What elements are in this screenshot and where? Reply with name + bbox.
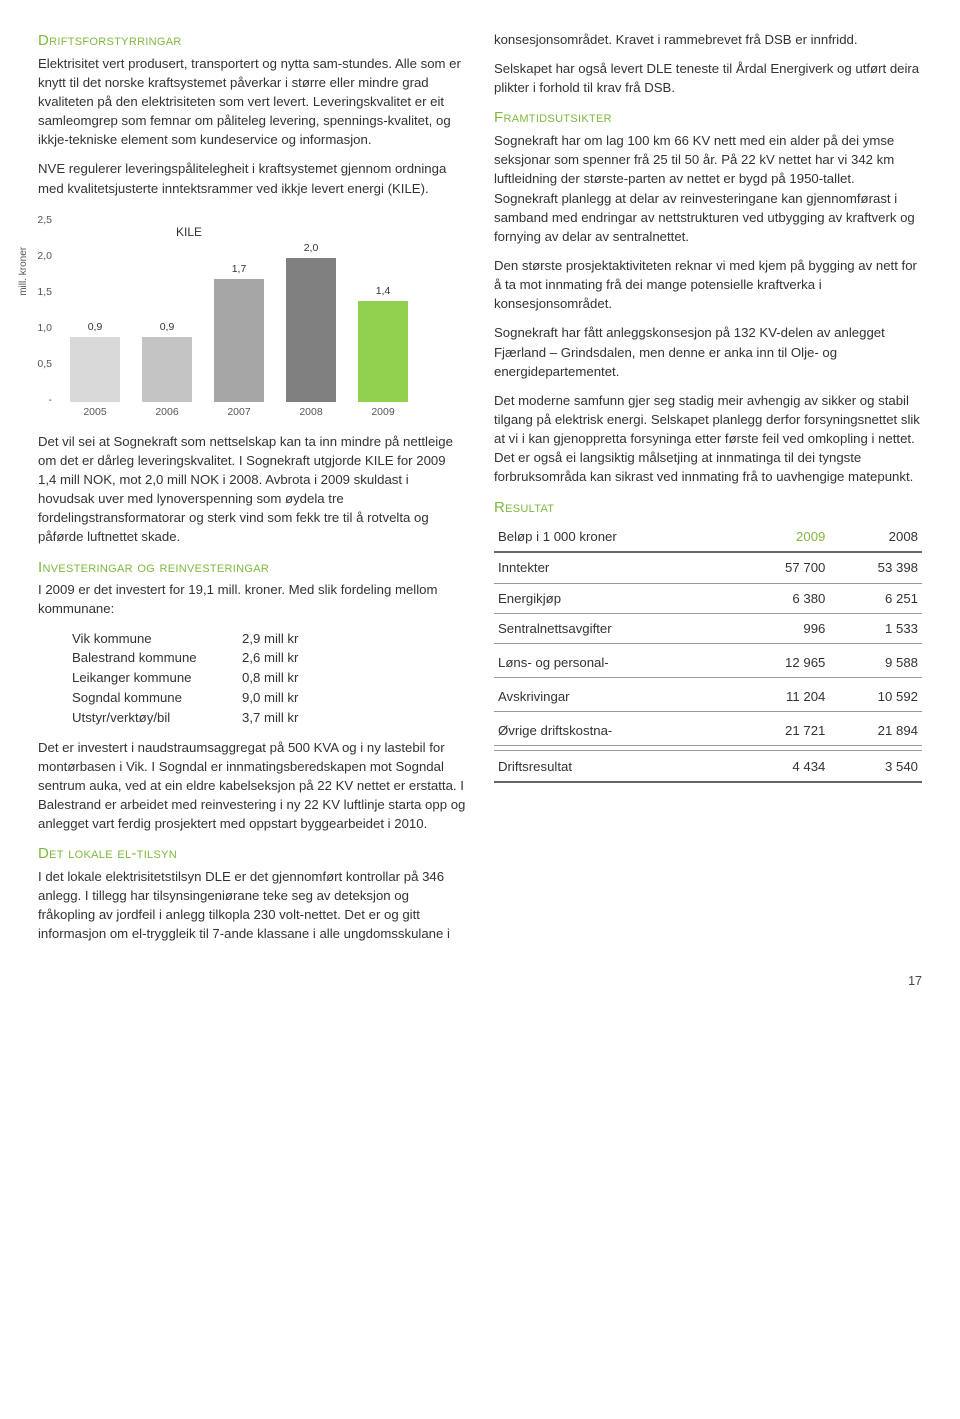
table-header-cell: Beløp i 1 000 kroner bbox=[494, 522, 737, 552]
page-columns: Driftsforstyrringar Elektrisitet vert pr… bbox=[38, 30, 922, 954]
list-item-key: Utstyr/verktøy/bil bbox=[72, 708, 242, 728]
body-text: Sognekraft har om lag 100 km 66 KV nett … bbox=[494, 131, 922, 246]
table-cell: 21 894 bbox=[829, 716, 922, 746]
list-item: Vik kommune2,9 mill kr bbox=[72, 629, 466, 649]
chart-y-tick: 2,0 bbox=[28, 249, 52, 264]
section-heading: Framtidsutsikter bbox=[494, 107, 922, 129]
table-header-row: Beløp i 1 000 kroner 2009 2008 bbox=[494, 522, 922, 552]
list-item: Leikanger kommune0,8 mill kr bbox=[72, 668, 466, 688]
chart-x-label: 2006 bbox=[142, 405, 192, 420]
section-heading: Resultat bbox=[494, 497, 922, 519]
body-text: Det er investert i naudstraumsaggregat p… bbox=[38, 738, 466, 834]
table-cell: 3 540 bbox=[829, 751, 922, 783]
chart-bar bbox=[358, 301, 408, 402]
chart-y-tick: - bbox=[28, 393, 52, 408]
left-column: Driftsforstyrringar Elektrisitet vert pr… bbox=[38, 30, 466, 954]
table-row: Sentralnettsavgifter9961 533 bbox=[494, 613, 922, 643]
list-item: Sogndal kommune9,0 mill kr bbox=[72, 688, 466, 708]
kile-chart: mill. kroner KILE-0,51,01,52,02,50,92005… bbox=[38, 208, 466, 418]
body-text: konsesjonsområdet. Kravet i rammebrevet … bbox=[494, 30, 922, 49]
chart-x-label: 2008 bbox=[286, 405, 336, 420]
table-row: Løns- og personal-12 9659 588 bbox=[494, 648, 922, 678]
table-header-cell: 2009 bbox=[737, 522, 830, 552]
body-text: Det vil sei at Sognekraft som nettselska… bbox=[38, 432, 466, 547]
table-cell: 21 721 bbox=[737, 716, 830, 746]
section-heading: Driftsforstyrringar bbox=[38, 30, 466, 52]
table-cell: Øvrige driftskostna- bbox=[494, 716, 737, 746]
table-cell: 10 592 bbox=[829, 682, 922, 712]
body-text: Sognekraft har fått anleggskonsesjon på … bbox=[494, 323, 922, 380]
list-item-key: Leikanger kommune bbox=[72, 668, 242, 688]
list-item: Balestrand kommune2,6 mill kr bbox=[72, 648, 466, 668]
list-item-value: 2,6 mill kr bbox=[242, 648, 298, 668]
chart-y-tick: 1,0 bbox=[28, 321, 52, 336]
table-cell: Energikjøp bbox=[494, 583, 737, 613]
list-item-value: 9,0 mill kr bbox=[242, 688, 298, 708]
body-text: I det lokale elektrisitetstilsyn DLE er … bbox=[38, 867, 466, 944]
body-text: Den største prosjektaktiviteten reknar v… bbox=[494, 256, 922, 313]
chart-bar bbox=[70, 337, 120, 402]
table-cell: 6 380 bbox=[737, 583, 830, 613]
list-item-key: Sogndal kommune bbox=[72, 688, 242, 708]
table-cell: 57 700 bbox=[737, 552, 830, 583]
table-cell: 4 434 bbox=[737, 751, 830, 783]
table-row: Energikjøp6 3806 251 bbox=[494, 583, 922, 613]
section-heading: Investeringar og reinvesteringar bbox=[38, 557, 466, 579]
list-item-key: Balestrand kommune bbox=[72, 648, 242, 668]
list-item-value: 2,9 mill kr bbox=[242, 629, 298, 649]
chart-bar bbox=[286, 258, 336, 402]
chart-bar-label: 0,9 bbox=[70, 320, 120, 335]
chart-bar bbox=[142, 337, 192, 402]
investment-list: Vik kommune2,9 mill krBalestrand kommune… bbox=[72, 629, 466, 728]
table-cell: Driftsresultat bbox=[494, 751, 737, 783]
result-table: Beløp i 1 000 kroner 2009 2008 Inntekter… bbox=[494, 522, 922, 783]
chart-x-label: 2005 bbox=[70, 405, 120, 420]
list-item: Utstyr/verktøy/bil3,7 mill kr bbox=[72, 708, 466, 728]
body-text: Det moderne samfunn gjer seg stadig meir… bbox=[494, 391, 922, 487]
table-cell: Inntekter bbox=[494, 552, 737, 583]
body-text: Selskapet har også levert DLE teneste ti… bbox=[494, 59, 922, 97]
table-cell: Løns- og personal- bbox=[494, 648, 737, 678]
chart-y-tick: 2,5 bbox=[28, 213, 52, 228]
body-text: I 2009 er det investert for 19,1 mill. k… bbox=[38, 580, 466, 618]
table-cell: 9 588 bbox=[829, 648, 922, 678]
chart-y-tick: 0,5 bbox=[28, 357, 52, 372]
table-cell: Sentralnettsavgifter bbox=[494, 613, 737, 643]
table-cell: 1 533 bbox=[829, 613, 922, 643]
table-cell: 53 398 bbox=[829, 552, 922, 583]
page-number: 17 bbox=[38, 972, 922, 990]
list-item-key: Vik kommune bbox=[72, 629, 242, 649]
chart-bar-label: 1,7 bbox=[214, 262, 264, 277]
table-cell: 11 204 bbox=[737, 682, 830, 712]
list-item-value: 3,7 mill kr bbox=[242, 708, 298, 728]
chart-title: KILE bbox=[176, 224, 202, 241]
chart-bar bbox=[214, 279, 264, 401]
table-total-row: Driftsresultat 4 434 3 540 bbox=[494, 751, 922, 783]
body-text: NVE regulerer leveringspålitelegheit i k… bbox=[38, 159, 466, 197]
chart-bar-label: 0,9 bbox=[142, 320, 192, 335]
table-cell: 996 bbox=[737, 613, 830, 643]
chart-x-label: 2007 bbox=[214, 405, 264, 420]
table-header-cell: 2008 bbox=[829, 522, 922, 552]
table-row: Øvrige driftskostna-21 72121 894 bbox=[494, 716, 922, 746]
chart-y-tick: 1,5 bbox=[28, 285, 52, 300]
table-cell: 12 965 bbox=[737, 648, 830, 678]
table-row: Avskrivingar11 20410 592 bbox=[494, 682, 922, 712]
chart-bar-label: 2,0 bbox=[286, 241, 336, 256]
list-item-value: 0,8 mill kr bbox=[242, 668, 298, 688]
table-cell: Avskrivingar bbox=[494, 682, 737, 712]
right-column: konsesjonsområdet. Kravet i rammebrevet … bbox=[494, 30, 922, 954]
table-row: Inntekter57 70053 398 bbox=[494, 552, 922, 583]
chart-x-label: 2009 bbox=[358, 405, 408, 420]
table-cell: 6 251 bbox=[829, 583, 922, 613]
chart-bar-label: 1,4 bbox=[358, 284, 408, 299]
section-heading: Det lokale el-tilsyn bbox=[38, 843, 466, 865]
body-text: Elektrisitet vert produsert, transporter… bbox=[38, 54, 466, 150]
